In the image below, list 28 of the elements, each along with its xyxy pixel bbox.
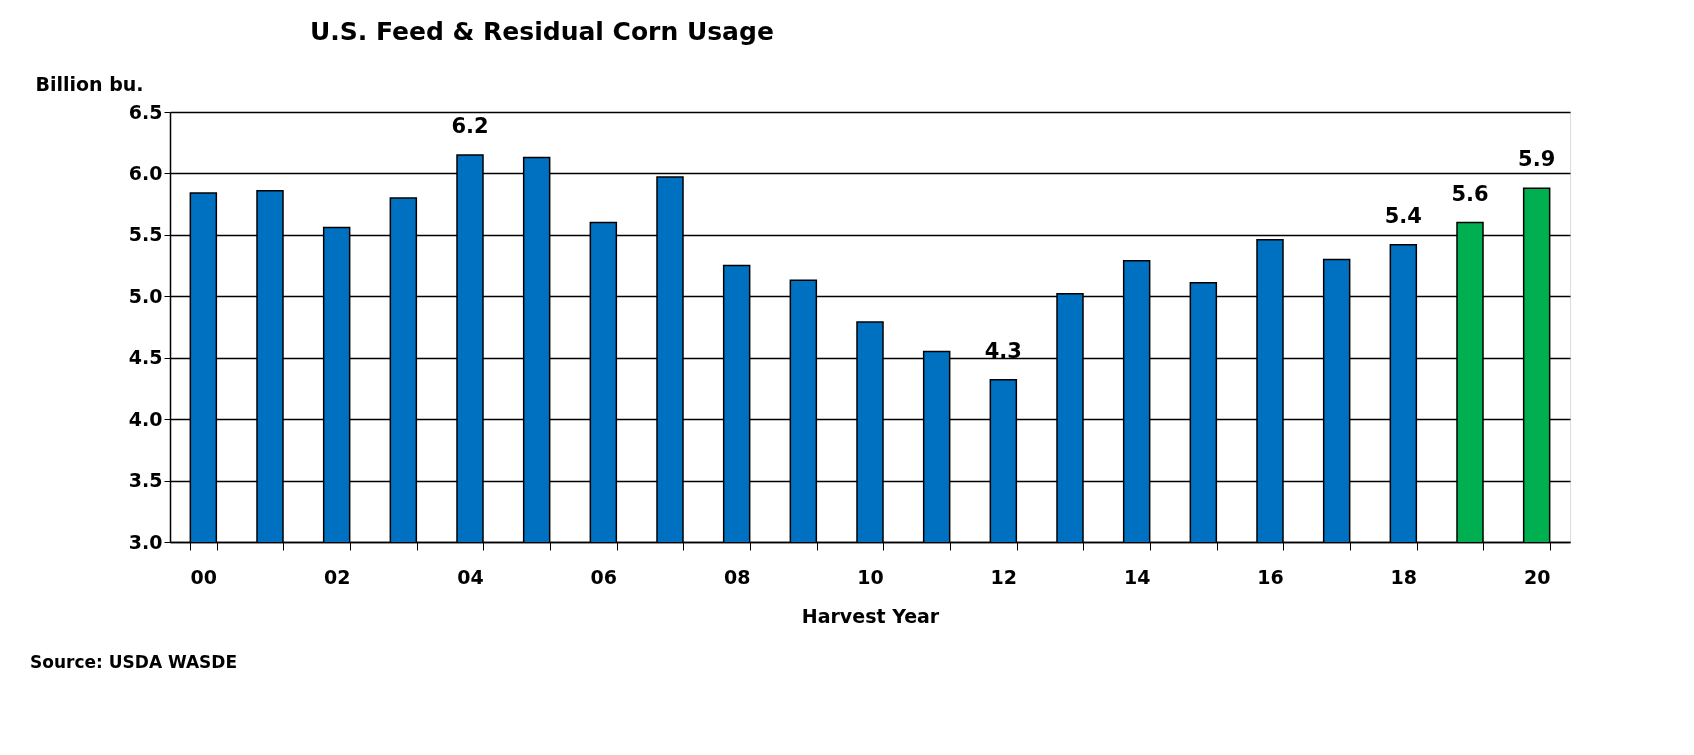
data-label: 5.4	[1384, 203, 1422, 228]
y-tick-label: 5.0	[128, 284, 163, 307]
x-tick-label: 04	[457, 565, 484, 588]
y-tick-label: 3.0	[128, 530, 163, 553]
y-tick-label: 4.5	[128, 346, 163, 369]
x-axis-title: Harvest Year	[801, 604, 940, 627]
y-tick-label: 5.5	[128, 223, 163, 246]
data-label: 5.6	[1451, 181, 1489, 206]
x-tick-label: 06	[590, 565, 618, 588]
data-label: 5.9	[1518, 147, 1556, 172]
y-tick-label: 4.0	[128, 407, 163, 430]
y-tick-label: 6.0	[128, 161, 163, 184]
x-tick-label: 16	[1257, 565, 1284, 588]
data-label: 4.3	[984, 338, 1022, 363]
x-tick-label: 12	[990, 565, 1018, 588]
y-tick-label: 6.5	[128, 100, 163, 123]
x-tick-label: 00	[190, 565, 218, 588]
x-tick-label: 10	[857, 565, 884, 588]
y-axis-title: Billion bu.	[35, 72, 144, 95]
x-tick-label: 02	[323, 565, 351, 588]
x-tick-label: 14	[1123, 565, 1151, 588]
x-tick-label: 20	[1523, 565, 1551, 588]
source-note: Source: USDA WASDE	[30, 652, 238, 672]
chart-title: U.S. Feed & Residual Corn Usage	[310, 17, 774, 46]
x-tick-label: 18	[1390, 565, 1418, 588]
y-tick-label: 3.5	[128, 469, 163, 492]
x-tick-label: 08	[723, 565, 751, 588]
data-label: 6.2	[451, 114, 489, 138]
